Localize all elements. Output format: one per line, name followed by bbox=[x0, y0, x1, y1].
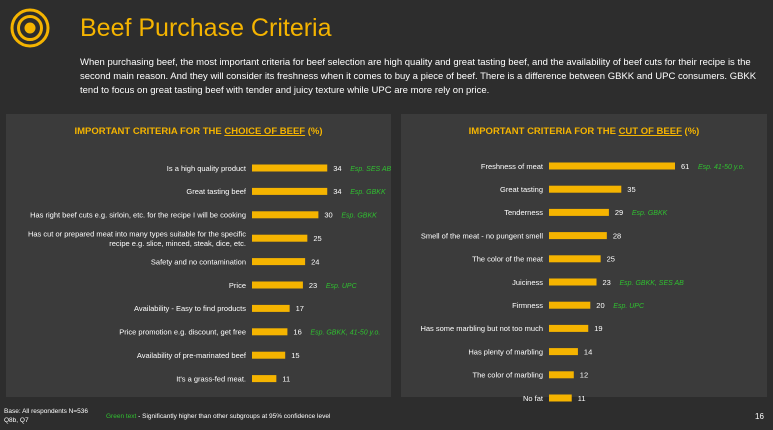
category-label: Firmness bbox=[512, 301, 543, 310]
value-label: 17 bbox=[296, 304, 304, 313]
base-line-2: Q8b, Q7 bbox=[4, 417, 29, 424]
bar bbox=[252, 187, 328, 195]
value-label: 11 bbox=[578, 394, 586, 403]
logo-target-icon bbox=[10, 8, 50, 48]
page-number: 16 bbox=[755, 412, 764, 421]
value-label: 25 bbox=[313, 234, 321, 243]
value-label: 19 bbox=[594, 324, 602, 333]
value-label: 28 bbox=[613, 231, 621, 240]
significance-annotation: Esp. 41-50 y.o. bbox=[698, 164, 745, 171]
category-label: Smell of the meat - no pungent smell bbox=[421, 231, 543, 240]
bar bbox=[549, 278, 597, 286]
value-label: 25 bbox=[607, 255, 615, 264]
category-label: Price promotion e.g. discount, get free bbox=[119, 328, 246, 337]
cut-of-beef-chart-title: IMPORTANT CRITERIA FOR THE CUT OF BEEF (… bbox=[401, 126, 767, 137]
category-label: Has some marbling but not too much bbox=[420, 324, 543, 333]
value-label: 16 bbox=[293, 328, 301, 337]
significance-annotation: Esp. GBKK bbox=[341, 213, 377, 220]
page-description: When purchasing beef, the most important… bbox=[80, 57, 757, 96]
bar bbox=[549, 301, 591, 309]
page-title: Beef Purchase Criteria bbox=[80, 14, 332, 42]
category-label: Great tasting beef bbox=[186, 187, 247, 196]
value-label: 34 bbox=[333, 187, 341, 196]
bar bbox=[549, 208, 609, 216]
bar bbox=[252, 164, 328, 172]
category-label: No fat bbox=[523, 394, 544, 403]
significance-note-text: - Significantly higher than other subgro… bbox=[136, 413, 331, 420]
bar bbox=[549, 324, 589, 332]
category-label: The color of the meat bbox=[472, 255, 544, 264]
category-label: Has right beef cuts e.g. sirloin, etc. f… bbox=[30, 211, 246, 220]
significance-annotation: Esp. GBKK, SES AB bbox=[620, 280, 685, 287]
choice-of-beef-chart-title: IMPORTANT CRITERIA FOR THE CHOICE OF BEE… bbox=[6, 126, 391, 137]
value-label: 35 bbox=[627, 185, 635, 194]
bar bbox=[549, 371, 574, 379]
bar bbox=[549, 394, 572, 402]
significance-note: Green text - Significantly higher than o… bbox=[106, 413, 330, 420]
value-label: 29 bbox=[615, 208, 623, 217]
choice-of-beef-chart: Is a high quality product 34 Esp. SES AB Gr… bbox=[28, 164, 392, 384]
chart-title-suffix: (%) bbox=[305, 126, 323, 137]
bar bbox=[252, 234, 308, 242]
value-label: 61 bbox=[681, 162, 689, 171]
category-label: Has plenty of marbling bbox=[468, 347, 543, 356]
base-line-1: Base: All respondents N=536 bbox=[4, 408, 89, 415]
value-label: 23 bbox=[309, 281, 317, 290]
bar bbox=[252, 328, 288, 336]
value-label: 24 bbox=[311, 257, 319, 266]
bar bbox=[549, 348, 578, 356]
category-label: Is a high quality product bbox=[167, 164, 247, 173]
category-label: Freshness of meat bbox=[481, 162, 544, 171]
significance-annotation: Esp. SES AB bbox=[350, 166, 391, 173]
category-label: Tenderness bbox=[504, 208, 543, 217]
chart-title-prefix: IMPORTANT CRITERIA FOR THE bbox=[468, 126, 619, 137]
category-label: It's a grass-fed meat. bbox=[176, 374, 246, 383]
category-label: Availability of pre-marinated beef bbox=[137, 351, 247, 360]
chart-title-suffix: (%) bbox=[681, 126, 700, 137]
category-label: Availability - Easy to find products bbox=[134, 304, 246, 313]
choice-of-beef-panel: IMPORTANT CRITERIA FOR THE CHOICE OF BEE… bbox=[6, 114, 392, 397]
value-label: 15 bbox=[291, 351, 299, 360]
green-text-label: Green text bbox=[106, 413, 137, 420]
category-label: Price bbox=[229, 281, 246, 290]
bar bbox=[252, 351, 286, 359]
value-label: 11 bbox=[282, 374, 290, 383]
cut-of-beef-panel: IMPORTANT CRITERIA FOR THE CUT OF BEEF (… bbox=[401, 114, 767, 403]
bar bbox=[252, 304, 290, 312]
bar bbox=[549, 185, 622, 193]
chart-title-underlined: CHOICE OF BEEF bbox=[224, 126, 306, 137]
value-label: 12 bbox=[580, 371, 588, 380]
bar bbox=[549, 255, 601, 263]
bar bbox=[549, 232, 607, 240]
category-label: Safety and no contamination bbox=[151, 257, 246, 266]
value-label: 14 bbox=[584, 347, 592, 356]
significance-annotation: Esp. UPC bbox=[326, 283, 358, 290]
bar bbox=[252, 375, 277, 383]
bar bbox=[252, 258, 306, 266]
category-label: Juiciness bbox=[512, 278, 543, 287]
bar bbox=[252, 281, 303, 289]
chart-title-underlined: CUT OF BEEF bbox=[618, 126, 682, 137]
category-label: Has cut or prepared meat into many types… bbox=[28, 229, 246, 238]
bar bbox=[252, 211, 319, 219]
chart-title-prefix: IMPORTANT CRITERIA FOR THE bbox=[74, 126, 225, 137]
significance-annotation: Esp. UPC bbox=[613, 303, 645, 310]
footer-base-note: Base: All respondents N=536 Q8b, Q7 bbox=[4, 407, 88, 425]
bar bbox=[549, 162, 675, 170]
category-label: The color of marbling bbox=[473, 371, 543, 380]
category-label: Great tasting bbox=[500, 185, 543, 194]
value-label: 34 bbox=[333, 164, 341, 173]
category-label: recipe e.g. slice, minced, steak, dice, … bbox=[109, 239, 246, 248]
value-label: 30 bbox=[324, 211, 332, 220]
significance-annotation: Esp. GBKK bbox=[350, 189, 386, 196]
significance-annotation: Esp. GBKK, 41-50 y.o. bbox=[310, 330, 380, 337]
significance-annotation: Esp. GBKK bbox=[632, 210, 668, 217]
cut-of-beef-chart: Freshness of meat 61 Esp. 41-50 y.o. Great … bbox=[420, 162, 745, 403]
value-label: 20 bbox=[596, 301, 604, 310]
value-label: 23 bbox=[603, 278, 611, 287]
